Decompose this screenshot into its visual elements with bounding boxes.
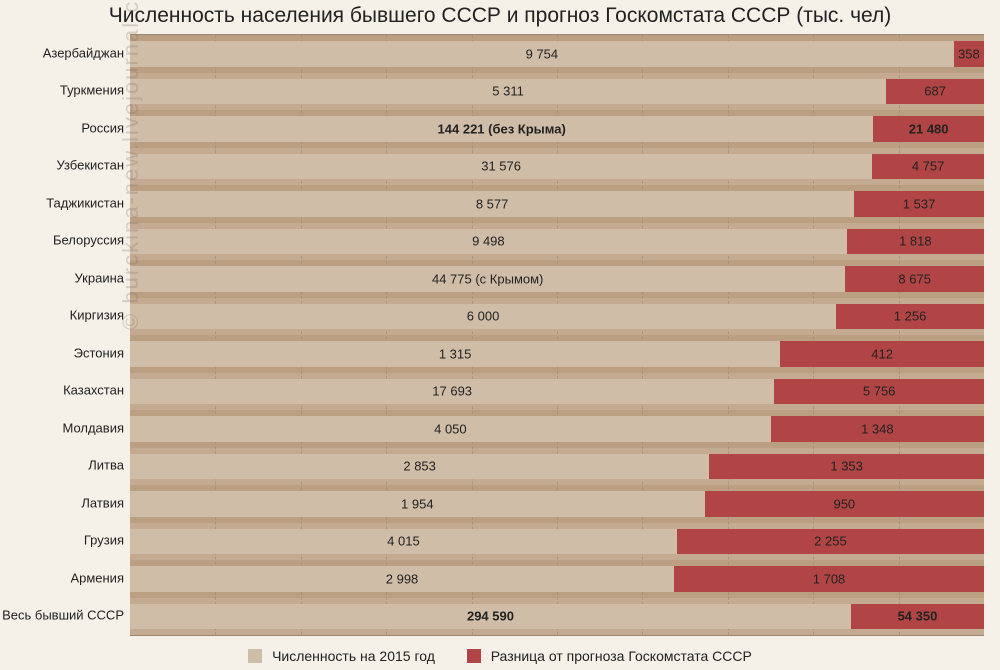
bar-diff-label: 1 256 [894,309,927,324]
bar-pop-label: 2 998 [386,571,419,586]
bar-pop-label: 1 954 [401,496,434,511]
bar-diff: 5 756 [774,379,984,405]
bar-pop: 294 590 [130,604,851,630]
bar-diff: 687 [886,79,984,105]
category-label: Украина [0,270,124,285]
bar-pop: 1 315 [130,341,780,367]
bar-diff-label: 1 353 [830,459,863,474]
bar-diff-label: 1 708 [813,571,846,586]
bar-diff: 1 353 [709,454,984,480]
bar-diff: 2 255 [677,529,984,555]
bar-pop-label: 17 693 [432,384,472,399]
legend-item-diff: Разница от прогноза Госкомстата СССР [467,648,752,664]
bar-pop-label: 4 015 [387,534,420,549]
plot-area: 9 754 358 5 311 687 144 221 (без Крыма) 21 48… [130,34,984,636]
bar-pop: 9 754 [130,41,954,67]
bar-diff: 1 708 [674,566,984,592]
bar-diff-label: 1 348 [861,421,894,436]
bar-pop-label: 294 590 [467,609,514,624]
bar-pop: 17 693 [130,379,774,405]
bar-pop: 4 015 [130,529,677,555]
bar-pop-label: 2 853 [403,459,436,474]
bar-pop-label: 31 576 [481,159,521,174]
bar-diff-label: 950 [833,496,855,511]
bar-diff-label: 1 818 [899,234,932,249]
bar-pop-label: 6 000 [467,309,500,324]
category-label: Литва [0,458,124,473]
bar-pop-label: 144 221 (без Крыма) [438,121,566,136]
chart-root: Численность населения бывшего СССР и про… [0,0,1000,670]
bar-diff: 1 818 [847,229,984,255]
bar-diff: 950 [705,491,984,517]
bar-diff: 358 [954,41,984,67]
bar-diff: 8 675 [845,266,984,292]
bar-pop: 2 853 [130,454,709,480]
chart-title: Численность населения бывшего СССР и про… [0,4,1000,28]
bar-pop: 31 576 [130,154,872,180]
bar-diff: 4 757 [872,154,984,180]
category-label: Туркмения [0,83,124,98]
bar-pop-label: 9 498 [472,234,505,249]
bar-pop-label: 8 577 [476,196,509,211]
bar-pop: 44 775 (с Крымом) [130,266,845,292]
legend-label-diff: Разница от прогноза Госкомстата СССР [491,648,752,664]
legend-label-pop: Численность на 2015 год [272,648,435,664]
category-label: Узбекистан [0,158,124,173]
bar-pop: 1 954 [130,491,705,517]
bar-diff-label: 687 [924,84,946,99]
bar-diff-label: 358 [958,46,980,61]
legend-swatch-diff [467,649,481,663]
bar-diff: 1 256 [836,304,984,330]
bar-diff-label: 8 675 [898,271,931,286]
bar-diff-label: 2 255 [814,534,847,549]
bar-diff-label: 4 757 [912,159,945,174]
bar-pop-label: 4 050 [434,421,467,436]
bar-pop: 2 998 [130,566,674,592]
bar-pop: 5 311 [130,79,886,105]
bar-diff-label: 21 480 [909,121,949,136]
legend: Численность на 2015 год Разница от прогн… [0,648,1000,664]
bar-diff: 21 480 [873,116,984,142]
category-label: Белоруссия [0,233,124,248]
bar-diff-label: 412 [871,346,893,361]
category-label: Армения [0,570,124,585]
category-label: Киргизия [0,308,124,323]
category-label: Казахстан [0,383,124,398]
bar-pop-label: 5 311 [492,84,524,99]
bar-diff: 1 348 [771,416,984,442]
category-label: Латвия [0,495,124,510]
bar-pop-label: 1 315 [439,346,472,361]
category-label: Грузия [0,533,124,548]
bar-pop: 8 577 [130,191,854,217]
category-label: Молдавия [0,420,124,435]
category-label: Азербайджан [0,45,124,60]
bar-pop-label: 9 754 [526,46,559,61]
bar-pop: 4 050 [130,416,771,442]
bar-pop: 9 498 [130,229,847,255]
bar-pop: 6 000 [130,304,836,330]
bar-diff: 54 350 [851,604,984,630]
legend-item-pop: Численность на 2015 год [248,648,435,664]
bar-diff-label: 54 350 [898,609,938,624]
bar-diff: 412 [780,341,984,367]
category-label: Эстония [0,345,124,360]
bar-diff-label: 1 537 [903,196,936,211]
legend-swatch-pop [248,649,262,663]
category-label: Россия [0,120,124,135]
bar-diff-label: 5 756 [863,384,896,399]
bar-pop-label: 44 775 (с Крымом) [432,271,543,286]
bar-diff: 1 537 [854,191,984,217]
category-label: Таджикистан [0,195,124,210]
category-label: Весь бывший СССР [0,608,124,623]
bar-pop: 144 221 (без Крыма) [130,116,873,142]
